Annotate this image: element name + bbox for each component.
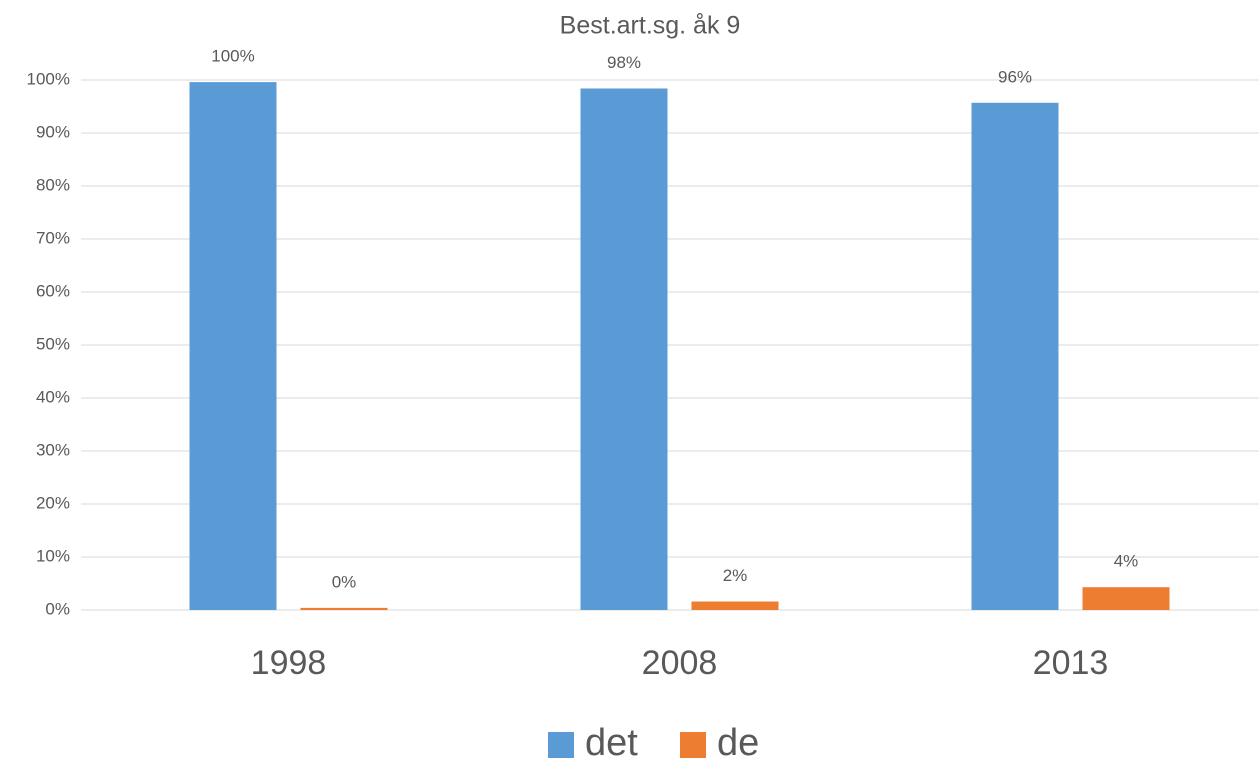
data-label: 4% <box>1114 552 1139 571</box>
y-tick-label: 0% <box>45 599 70 618</box>
chart-title: Best.art.sg. åk 9 <box>560 12 741 40</box>
y-tick-label: 40% <box>36 387 70 406</box>
bar <box>189 82 277 611</box>
y-tick-label: 50% <box>36 334 70 353</box>
data-label: 2% <box>723 566 748 585</box>
bar <box>971 102 1059 610</box>
y-tick-label: 70% <box>36 228 70 247</box>
bar <box>580 88 668 611</box>
y-tick-label: 10% <box>36 546 70 565</box>
y-tick-label: 20% <box>36 493 70 512</box>
bar <box>691 601 779 610</box>
legend-swatch <box>680 732 706 758</box>
legend-swatch <box>548 732 574 758</box>
y-tick-label: 90% <box>36 122 70 141</box>
data-label: 96% <box>998 67 1032 86</box>
y-tick-label: 80% <box>36 175 70 194</box>
x-tick-label: 2008 <box>642 644 718 682</box>
y-tick-label: 60% <box>36 281 70 300</box>
legend-label: det <box>585 722 638 763</box>
x-tick-label: 2013 <box>1033 644 1109 682</box>
x-tick-label: 1998 <box>251 644 327 682</box>
y-tick-label: 100% <box>27 69 70 88</box>
data-label: 100% <box>211 47 254 66</box>
data-label: 0% <box>332 572 357 591</box>
data-label: 98% <box>607 53 641 72</box>
bar <box>1082 587 1170 610</box>
bar <box>300 607 388 610</box>
y-tick-label: 30% <box>36 440 70 459</box>
legend-label: de <box>717 722 759 763</box>
